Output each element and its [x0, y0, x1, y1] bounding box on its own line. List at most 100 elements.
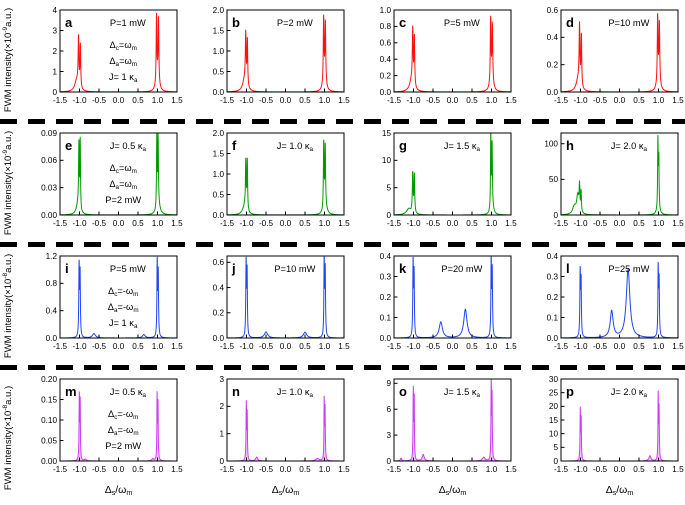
- annotation-line: Δc=-ωm: [108, 286, 138, 298]
- x-tick-label: -0.5: [259, 96, 274, 105]
- x-tick-label: 1.0: [319, 342, 331, 351]
- condition-label: P=10 mW: [274, 264, 315, 274]
- x-axis-label: Δs/ωm: [105, 484, 133, 497]
- y-tick-label: 1.0: [213, 170, 225, 179]
- x-tick-label: -0.5: [426, 465, 441, 474]
- panel-letter: c: [399, 15, 406, 30]
- y-tick-label: 4: [52, 6, 57, 15]
- x-tick-label: 1.0: [486, 465, 498, 474]
- x-tick-label: 1.5: [672, 342, 684, 351]
- y-axis-label: FWM intensity(×10-8a.u.): [1, 385, 15, 491]
- y-tick-label: 30: [549, 375, 559, 384]
- x-tick-label: -1.5: [387, 465, 402, 474]
- condition-label: P=5 mW: [110, 264, 146, 274]
- dashed-divider: [0, 119, 685, 124]
- y-tick-label: 0.5: [213, 67, 225, 76]
- y-tick-label: 0.15: [41, 395, 57, 404]
- spectrum-curve: [561, 390, 678, 462]
- y-tick-label: 1: [219, 429, 224, 438]
- x-tick-label: -0.5: [259, 465, 274, 474]
- y-tick-label: 1: [52, 67, 57, 76]
- x-tick-label: -1.5: [53, 219, 68, 228]
- y-tick-label: 0.03: [41, 183, 57, 192]
- x-tick-label: 0.0: [447, 342, 459, 351]
- panel-e: -1.5 -1.0 -0.5 0.0 0.5 1.0 1.5 0.00 0.03 0.06 0.09…: [41, 129, 183, 228]
- y-tick-label: 1.2: [46, 252, 58, 261]
- x-tick-label: -1.0: [406, 342, 421, 351]
- y-tick-label: 0.6: [380, 39, 392, 48]
- x-tick-label: 0.0: [113, 342, 125, 351]
- x-tick-label: 1.5: [672, 96, 684, 105]
- x-tick-label: 0.0: [447, 465, 459, 474]
- y-tick-label: 3: [52, 26, 57, 35]
- y-tick-label: 0.4: [380, 252, 392, 261]
- x-tick-label: 1.0: [152, 342, 164, 351]
- x-tick-label: 0.0: [614, 465, 626, 474]
- x-tick-label: -1.5: [387, 96, 402, 105]
- y-axis-label: FWM intensity(×10-9a.u.): [1, 7, 15, 113]
- x-tick-label: -0.5: [593, 465, 608, 474]
- panel-letter: a: [65, 15, 73, 30]
- y-tick-label: 25: [549, 388, 559, 397]
- dashed-divider: [0, 365, 685, 370]
- y-tick-label: 50: [549, 175, 559, 184]
- x-tick-label: -1.0: [573, 96, 588, 105]
- x-tick-label: 0.0: [614, 96, 626, 105]
- y-tick-label: 0: [553, 211, 558, 220]
- x-tick-label: -0.5: [426, 342, 441, 351]
- annotation-line: P=2 mW: [105, 195, 141, 205]
- y-tick-label: 0.4: [547, 252, 559, 261]
- row-blue-power-sweep: FWM intensity(×10-8a.u.) -1.5 -1.0 -0.5 0.0…: [0, 248, 685, 364]
- x-tick-label: 0.0: [614, 342, 626, 351]
- curve-fill: [561, 390, 678, 461]
- y-tick-label: 2.0: [213, 6, 225, 15]
- y-tick-label: 0.6: [213, 258, 225, 267]
- x-tick-label: 1.5: [505, 465, 517, 474]
- panel-o: -1.5 -1.0 -0.5 0.0 0.5 1.0 1.5 0 3 6 9o J= 1.5 κa Δs…: [386, 378, 517, 497]
- spectrum-curve: [561, 262, 678, 339]
- x-tick-label: 0.0: [614, 219, 626, 228]
- panel-i: -1.5 -1.0 -0.5 0.0 0.5 1.0 1.5 0.0 0.4 0.8 1.2 i P=5…: [46, 252, 183, 351]
- x-tick-label: 1.0: [653, 465, 665, 474]
- x-tick-label: -1.0: [406, 96, 421, 105]
- x-tick-label: 0.5: [132, 219, 144, 228]
- y-tick-label: 0.20: [41, 375, 57, 384]
- y-tick-label: 0.0: [213, 211, 225, 220]
- y-axis-label: FWM intensity(×10-9a.u.): [1, 130, 15, 236]
- panel-strip: -1.5 -1.0 -0.5 0.0 0.5 1.0 1.5 0.00 0.05 0.10 0.15…: [16, 371, 685, 505]
- y-axis-label: FWM intensity(×10-8a.u.): [1, 253, 15, 359]
- dashed-divider: [0, 242, 685, 247]
- y-tick-label: 6: [386, 405, 391, 414]
- condition-label: J= 1.0 κa: [277, 141, 314, 153]
- y-tick-label: 0.8: [46, 279, 58, 288]
- y-tick-label: 15: [382, 129, 392, 138]
- y-tick-label: 2.0: [213, 129, 225, 138]
- x-axis-label: Δs/ωm: [439, 484, 467, 497]
- y-tick-label: 3: [386, 431, 391, 440]
- x-tick-label: 0.0: [280, 96, 292, 105]
- x-tick-label: 0.0: [280, 219, 292, 228]
- x-tick-label: 1.5: [505, 96, 517, 105]
- x-tick-label: 1.0: [319, 96, 331, 105]
- annotation-line: J= 1 κa: [109, 318, 138, 330]
- y-tick-label: 9: [386, 379, 391, 388]
- x-tick-label: 1.0: [319, 219, 331, 228]
- panel-l: -1.5 -1.0 -0.5 0.0 0.5 1.0 1.5 0.0 0.1 0.2 0.3 0.4 l…: [547, 252, 684, 351]
- condition-label: P=25 mW: [608, 264, 649, 274]
- x-tick-label: -1.0: [239, 96, 254, 105]
- y-tick-label: 0.00: [41, 211, 57, 220]
- x-tick-label: -0.5: [593, 342, 608, 351]
- condition-label: P=10 mW: [608, 18, 649, 28]
- panel-letter: j: [231, 261, 236, 276]
- y-tick-label: 1.0: [213, 47, 225, 56]
- x-tick-label: 0.5: [132, 465, 144, 474]
- y-tick-label: 2: [219, 402, 224, 411]
- y-tick-label: 0.10: [41, 416, 57, 425]
- x-tick-label: -1.0: [239, 465, 254, 474]
- panel-letter: m: [65, 384, 77, 399]
- y-tick-label: 0: [553, 457, 558, 466]
- condition-label: J= 2.0 κa: [611, 387, 648, 399]
- y-tick-label: 1.5: [213, 26, 225, 35]
- x-tick-label: -1.5: [53, 96, 68, 105]
